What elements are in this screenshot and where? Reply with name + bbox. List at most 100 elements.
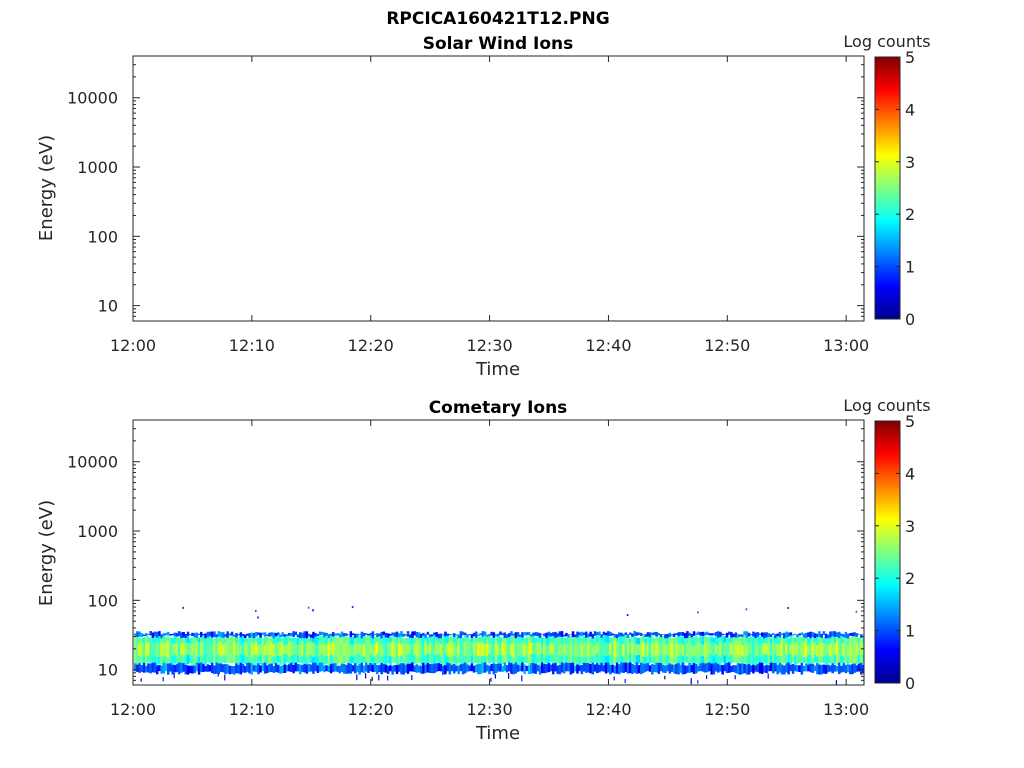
- spectrogram-cell: [567, 634, 570, 638]
- spectrogram-cell: [816, 644, 819, 657]
- spectrogram-cell: [184, 634, 188, 639]
- spectrogram-cell: [505, 634, 509, 639]
- x-tick-label: 12:40: [585, 700, 631, 719]
- spectrogram-cell: [615, 642, 619, 658]
- spectrogram-cell: [415, 632, 419, 638]
- spectrogram-cell: [618, 643, 621, 657]
- spectrogram-cell: [378, 664, 381, 672]
- spectrogram-cell: [609, 631, 612, 636]
- spectrogram-cell: [613, 634, 617, 638]
- spectrogram-cell: [252, 632, 256, 639]
- spectrogram-cell: [719, 665, 722, 672]
- spectrogram-cell: [747, 632, 751, 637]
- spectrogram-cell: [558, 645, 562, 656]
- spectrogram-cell: [756, 664, 760, 673]
- spectrogram-cell: [233, 666, 236, 675]
- spectrogram-cell: [338, 665, 342, 674]
- spectrogram-cell: [208, 665, 212, 672]
- spectrogram-cell: [791, 634, 795, 636]
- spectrogram-cell: [230, 665, 234, 674]
- spectrogram-cell: [840, 633, 843, 636]
- spectrogram-cell: [369, 632, 372, 636]
- spectrogram-cell: [488, 634, 491, 636]
- spectrogram-cell: [675, 642, 678, 655]
- spectrogram-cell: [629, 643, 632, 655]
- spectrogram-cell: [151, 662, 155, 673]
- spectrogram-cell: [173, 643, 177, 655]
- panel-title-solar-wind: Solar Wind Ions: [423, 34, 574, 54]
- spectrogram-cell: [292, 664, 295, 674]
- spectrogram-cell: [197, 642, 201, 657]
- spectrogram-cell: [622, 633, 625, 637]
- spectrogram-cell: [285, 644, 289, 655]
- spectrogram-cell: [657, 643, 661, 656]
- spectrogram-cell: [549, 642, 553, 654]
- y-axis-label-cometary: Energy (eV): [36, 500, 57, 606]
- spectrogram-cell: [472, 643, 476, 654]
- spectrogram-cell: [560, 643, 564, 656]
- spectrogram-cell: [510, 662, 513, 674]
- spectrogram-cell: [633, 664, 636, 673]
- spectrogram-cell: [622, 662, 625, 673]
- spectrogram-cell: [659, 663, 663, 672]
- x-tick-label: 12:20: [348, 700, 394, 719]
- spectrogram-cell: [367, 643, 370, 654]
- spectrogram-cell: [488, 665, 491, 675]
- spectrogram-cell: [525, 665, 529, 672]
- spectrogram-cell: [714, 662, 718, 672]
- spectrogram-cell: [706, 644, 709, 657]
- spectrogram-cell: [734, 665, 738, 673]
- spectrogram-cell: [356, 665, 359, 673]
- spectrogram-cell: [292, 631, 295, 637]
- spectrogram-cell: [686, 665, 689, 673]
- spectrogram-cell: [549, 632, 553, 637]
- spectrogram-cell: [415, 643, 419, 655]
- spectrogram-cell: [358, 634, 361, 635]
- spectrogram-cell: [558, 631, 562, 637]
- spectrogram-cell: [844, 664, 848, 674]
- spectrogram-cell: [785, 631, 788, 638]
- x-ticks-cometary: 12:00 12:10 12:20 12:30 12:40 12:50 13:00: [110, 420, 869, 719]
- spectrogram-cell: [316, 665, 320, 673]
- spectrogram-speck: [624, 679, 626, 684]
- spectrogram-cell: [763, 642, 766, 655]
- spectrogram-cell: [789, 643, 793, 654]
- spectrogram-cell: [855, 633, 859, 637]
- spectrogram-cell: [378, 633, 381, 637]
- spectrogram-cell: [692, 663, 696, 674]
- spectrogram-cell: [219, 663, 223, 672]
- spectrogram-cell: [200, 642, 203, 656]
- spectrogram-cell: [728, 631, 731, 635]
- spectrogram-cell: [481, 662, 485, 673]
- spectrogram-cell: [219, 641, 223, 657]
- spectrogram-cell: [681, 632, 685, 636]
- spectrogram-cell: [765, 632, 768, 638]
- spectrogram-cell: [281, 632, 284, 637]
- spectrogram-cell: [263, 644, 267, 656]
- spectrogram-cell: [525, 645, 529, 657]
- spectrogram-cell: [576, 644, 579, 657]
- spectrogram-cell: [450, 641, 454, 656]
- spectrogram-cell: [409, 663, 412, 672]
- spectrogram-cell: [294, 631, 298, 636]
- spectrogram-cell: [422, 662, 425, 674]
- spectrogram-cell: [149, 643, 152, 656]
- spectrogram-cell: [648, 642, 652, 654]
- spectrogram-cell: [629, 632, 632, 635]
- spectrogram-cell: [567, 644, 570, 655]
- panel-title-cometary: Cometary Ions: [429, 398, 568, 418]
- spectrogram-cell: [802, 665, 806, 672]
- spectrogram-cell: [466, 664, 469, 672]
- spectrogram-cell: [736, 634, 740, 638]
- spectrogram-cell: [525, 632, 529, 636]
- spectrogram-cell: [351, 633, 355, 636]
- spectrogram-cell: [703, 663, 707, 673]
- spectrogram-cell: [178, 643, 181, 656]
- spectrogram-cell: [508, 662, 511, 672]
- spectrogram-cell: [580, 664, 584, 675]
- spectrogram-cell: [162, 643, 166, 656]
- spectrogram-cell: [514, 662, 518, 674]
- y-axis-label-solar-wind: Energy (eV): [36, 135, 57, 241]
- spectrogram-cell: [745, 643, 749, 657]
- spectrogram-cell: [585, 631, 588, 638]
